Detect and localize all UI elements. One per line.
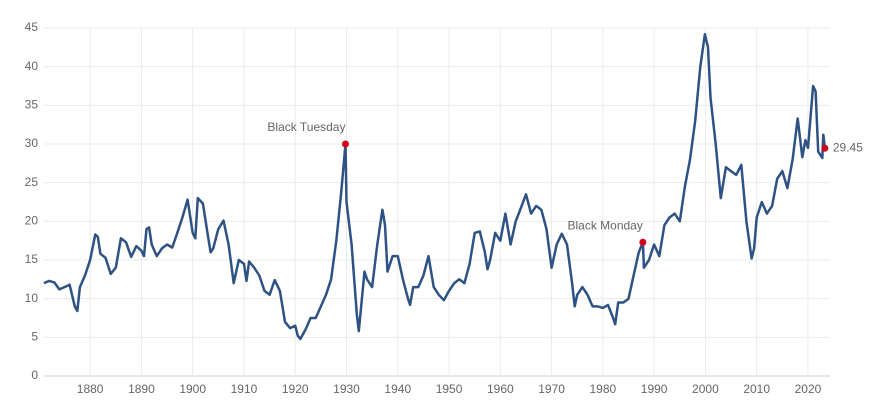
annotation-marker [639,238,647,246]
x-tick-label: 1990 [641,382,668,396]
x-tick-label: 1900 [179,382,206,396]
y-tick-label: 35 [25,98,39,112]
annotation-label: Black Tuesday [267,120,345,134]
x-tick-label: 1910 [231,382,258,396]
y-tick-label: 30 [25,136,39,150]
x-tick-label: 1960 [487,382,514,396]
y-tick-label: 45 [25,20,39,34]
y-tick-label: 10 [25,291,39,305]
x-tick-label: 1890 [128,382,155,396]
x-tick-label: 2020 [795,382,822,396]
y-tick-label: 25 [25,175,39,189]
y-tick-label: 40 [25,59,39,73]
y-tick-label: 20 [25,214,39,228]
x-tick-label: 1880 [77,382,104,396]
x-tick-label: 1930 [333,382,360,396]
annotation-label: Black Monday [567,218,642,232]
annotation-marker [341,140,349,148]
last-value-label: 29.45 [833,140,863,154]
y-tick-label: 0 [31,368,38,382]
x-tick-label: 1940 [384,382,411,396]
y-tick-label: 15 [25,252,39,266]
x-tick-label: 1950 [436,382,463,396]
last-value-marker [821,144,829,152]
x-tick-label: 1920 [282,382,309,396]
line [43,32,827,341]
y-tick-label: 5 [31,330,38,344]
x-tick-label: 2010 [743,382,770,396]
x-tick-label: 1970 [538,382,565,396]
x-tick-label: 2000 [692,382,719,396]
x-tick-label: 1980 [590,382,617,396]
